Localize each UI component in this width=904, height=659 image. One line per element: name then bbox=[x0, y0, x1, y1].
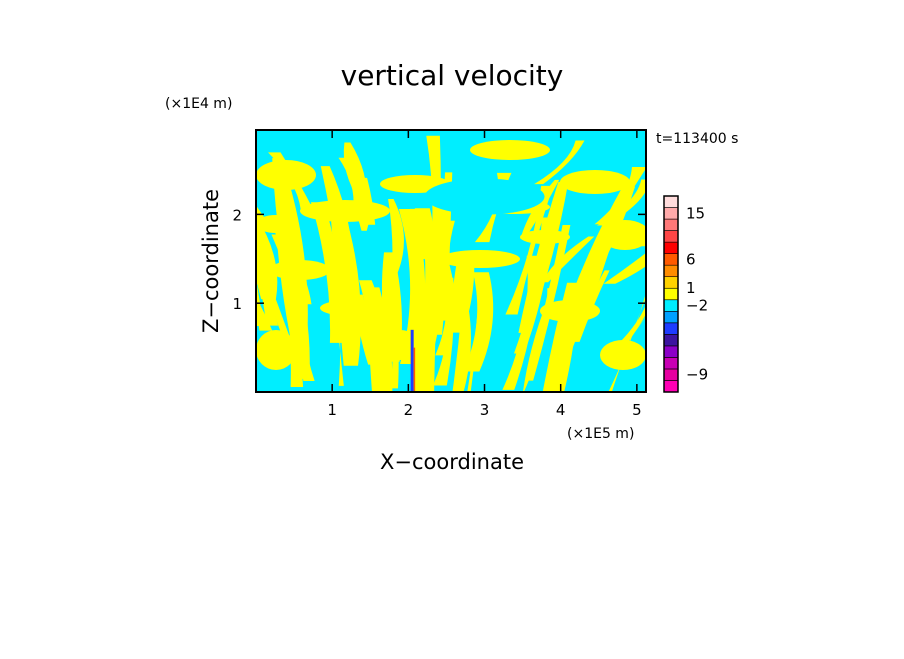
colorbar-level bbox=[663, 334, 679, 347]
field-band bbox=[436, 220, 455, 270]
field-patch bbox=[320, 300, 380, 316]
colorbar-label: 6 bbox=[686, 250, 696, 268]
x-tick-label: 3 bbox=[480, 401, 490, 419]
colorbar-level bbox=[663, 218, 679, 231]
colorbar-level bbox=[663, 264, 679, 278]
field-band bbox=[398, 208, 426, 365]
y-axis: 12 bbox=[232, 206, 646, 313]
chart-title: vertical velocity bbox=[341, 59, 564, 92]
field-patch-negative bbox=[424, 178, 545, 215]
field-band bbox=[502, 255, 539, 390]
y-axis-label: Z−coordinate bbox=[199, 189, 223, 333]
colorbar-level bbox=[663, 276, 679, 289]
field-patch bbox=[270, 260, 330, 280]
field-band bbox=[366, 287, 393, 392]
field-band bbox=[320, 166, 354, 300]
field-band bbox=[447, 251, 475, 333]
field-marks bbox=[256, 135, 646, 392]
colorbar-level bbox=[663, 299, 679, 312]
field-patch bbox=[300, 200, 390, 222]
field-patch bbox=[256, 330, 296, 370]
x-tick-label: 4 bbox=[556, 401, 566, 419]
field-patch bbox=[256, 160, 316, 190]
field-band bbox=[323, 216, 344, 386]
x-axis-label: X−coordinate bbox=[380, 450, 524, 474]
field-band bbox=[463, 272, 494, 372]
colorbar-label: −9 bbox=[686, 366, 708, 384]
colorbar-label: 1 bbox=[686, 279, 696, 297]
field-patch bbox=[520, 230, 570, 244]
colorbar-level bbox=[663, 322, 679, 335]
field-band bbox=[534, 140, 585, 185]
field-patch bbox=[380, 330, 420, 360]
field-band bbox=[343, 142, 367, 203]
x-tick-label: 1 bbox=[327, 401, 337, 419]
colorbar-level bbox=[663, 310, 679, 324]
field-patch bbox=[470, 140, 550, 160]
contour-field bbox=[256, 130, 646, 392]
colorbar-level bbox=[663, 253, 679, 266]
colorbar-level bbox=[663, 241, 679, 254]
y-tick-label: 1 bbox=[232, 295, 242, 313]
field-plume bbox=[410, 329, 414, 392]
y-unit-label: (×1E4 m) bbox=[165, 96, 232, 112]
field-band bbox=[256, 205, 269, 223]
colorbar-level bbox=[663, 287, 679, 301]
field-patch bbox=[440, 250, 520, 268]
field-patch bbox=[560, 170, 630, 194]
field-plume bbox=[413, 347, 416, 392]
x-unit-label: (×1E5 m) bbox=[567, 426, 634, 442]
field-band bbox=[594, 167, 646, 225]
field-band bbox=[542, 236, 595, 283]
field-band bbox=[256, 244, 279, 326]
field-band bbox=[388, 199, 404, 274]
x-axis: 1 2 3 4 5 bbox=[327, 130, 642, 419]
field-patch bbox=[540, 300, 600, 322]
colorbar-level bbox=[663, 207, 679, 220]
colorbar: −9 −21 6 15 bbox=[663, 195, 708, 393]
plot-frame bbox=[255, 129, 647, 393]
colorbar-level bbox=[663, 380, 679, 393]
field-band bbox=[505, 185, 554, 315]
colorbar-frame bbox=[663, 195, 679, 393]
y-tick-label: 2 bbox=[232, 206, 242, 224]
field-patch bbox=[256, 215, 296, 233]
field-band bbox=[596, 179, 646, 226]
colorbar-level bbox=[663, 195, 679, 208]
field-patch bbox=[600, 220, 646, 250]
colorbar-label: −2 bbox=[686, 297, 708, 315]
field-band bbox=[432, 277, 455, 386]
colorbar-level bbox=[663, 230, 679, 243]
colorbar-level bbox=[663, 368, 679, 381]
field-band bbox=[603, 252, 646, 284]
x-tick-label: 5 bbox=[632, 401, 642, 419]
colorbar-level bbox=[663, 345, 679, 358]
colorbar-level bbox=[663, 357, 679, 370]
field-band bbox=[513, 217, 552, 354]
field-patch bbox=[600, 340, 646, 370]
x-tick-label: 2 bbox=[404, 401, 414, 419]
colorbar-label: 15 bbox=[686, 204, 705, 222]
time-label: t=113400 s bbox=[656, 131, 738, 147]
